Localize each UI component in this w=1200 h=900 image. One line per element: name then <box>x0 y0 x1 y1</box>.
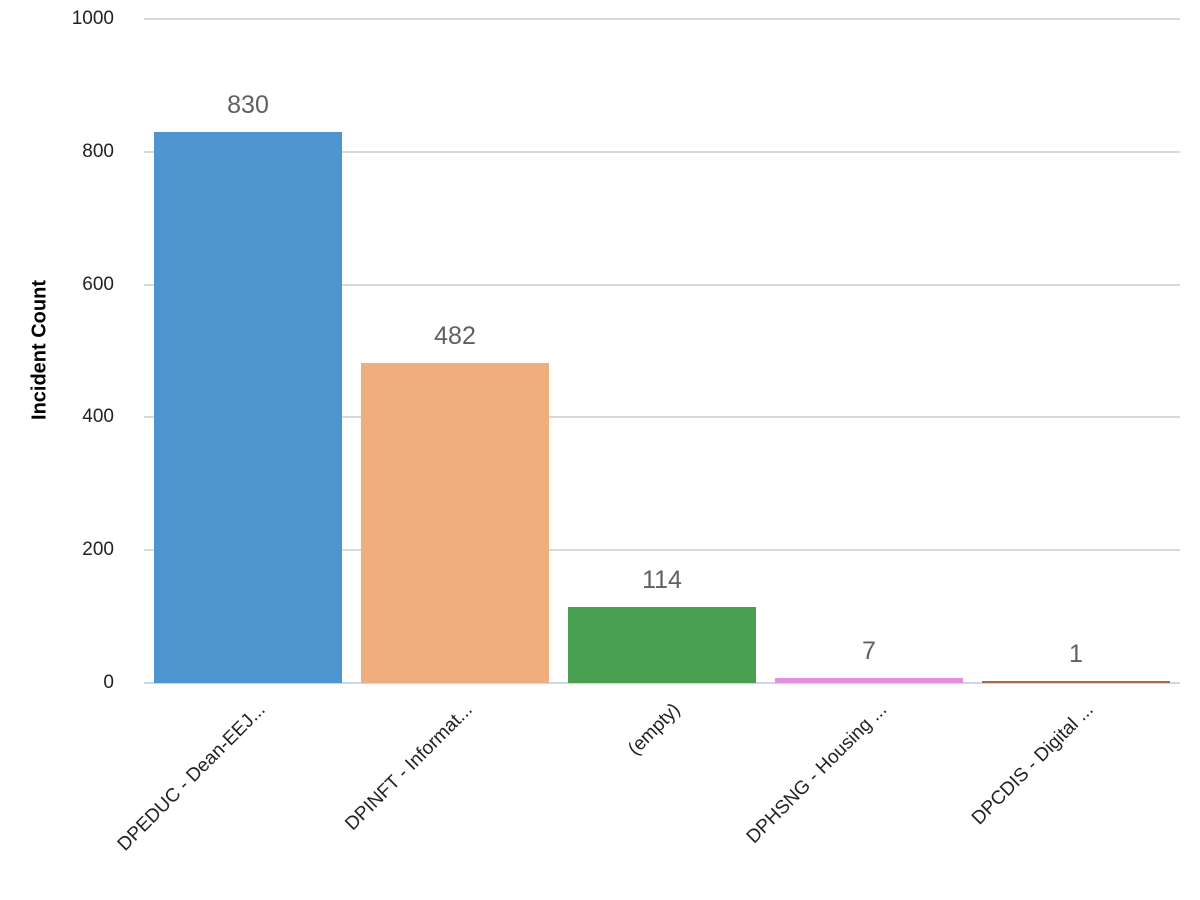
data-label: 1 <box>1069 640 1083 668</box>
y-tick-label: 800 <box>82 140 114 162</box>
gridline <box>144 18 1180 20</box>
gridline <box>144 549 1180 552</box>
x-category-label: DPEDUC - Dean-EEJ... <box>114 699 271 856</box>
data-label: 114 <box>642 566 682 595</box>
bar[interactable] <box>568 607 756 683</box>
y-axis-title: Incident Count <box>28 280 51 420</box>
x-category-label: DPINFT - Informat... <box>341 699 478 835</box>
bar[interactable] <box>775 678 963 683</box>
x-category-label: DPCDIS - Digital ... <box>968 699 1099 830</box>
data-label: 482 <box>434 321 476 350</box>
bar[interactable] <box>982 681 1170 683</box>
gridline <box>144 150 1180 153</box>
x-category-label: (empty) <box>623 699 685 760</box>
gridline <box>144 283 1180 286</box>
gridline <box>144 416 1180 419</box>
bar[interactable] <box>361 362 549 683</box>
y-tick-label: 600 <box>82 273 114 295</box>
y-tick-label: 1000 <box>71 8 114 29</box>
y-tick-label: 0 <box>103 672 114 693</box>
data-label: 830 <box>227 90 269 119</box>
data-label: 7 <box>862 637 876 666</box>
bar[interactable] <box>154 131 342 683</box>
x-axis-line <box>144 682 1180 684</box>
y-tick-label: 200 <box>82 539 114 561</box>
x-category-label: DPHSNG - Housing ... <box>742 699 892 848</box>
y-tick-label: 400 <box>82 406 114 428</box>
